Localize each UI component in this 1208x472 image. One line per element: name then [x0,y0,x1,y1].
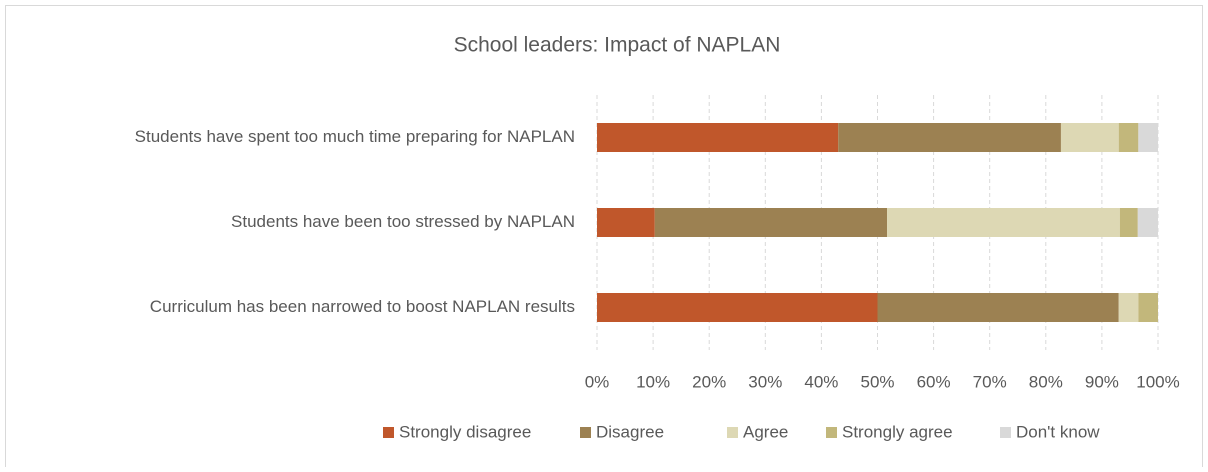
bar-segment [1137,208,1158,237]
legend-label: Strongly agree [842,422,953,441]
bar-segment [877,293,1119,322]
legend-swatch [826,427,837,438]
legend-swatch [383,427,394,438]
x-tick-label: 100% [1136,372,1179,391]
legend-label: Don't know [1016,422,1100,441]
x-tick-label: 70% [973,372,1007,391]
chart-border [5,5,1203,472]
legend-swatch [727,427,738,438]
x-tick-label: 60% [917,372,951,391]
y-tick-label: Curriculum has been narrowed to boost NA… [150,297,575,316]
bar-segment [1060,123,1119,152]
bar-segment [597,123,839,152]
bar-segment [597,208,655,237]
y-tick-label: Students have been too stressed by NAPLA… [231,212,575,231]
x-tick-label: 0% [585,372,610,391]
x-tick-label: 40% [804,372,838,391]
legend-label: Strongly disagree [399,422,531,441]
bar-segment [654,208,888,237]
x-tick-label: 10% [636,372,670,391]
legend-swatch [1000,427,1011,438]
legend-label: Agree [743,422,788,441]
legend-label: Disagree [596,422,664,441]
x-tick-label: 30% [748,372,782,391]
bar-segment [1118,293,1139,322]
bar-segment [838,123,1061,152]
x-tick-label: 20% [692,372,726,391]
legend-swatch [580,427,591,438]
bar-segment [597,293,878,322]
y-tick-label: Students have spent too much time prepar… [135,127,575,146]
bar-segment [887,208,1120,237]
bar-segment [1138,293,1158,322]
x-tick-label: 90% [1085,372,1119,391]
chart-title: School leaders: Impact of NAPLAN [454,34,781,57]
x-tick-label: 80% [1029,372,1063,391]
bar-segment [1119,208,1138,237]
x-tick-label: 50% [860,372,894,391]
bar-segment [1138,123,1158,152]
bar-segment [1118,123,1139,152]
